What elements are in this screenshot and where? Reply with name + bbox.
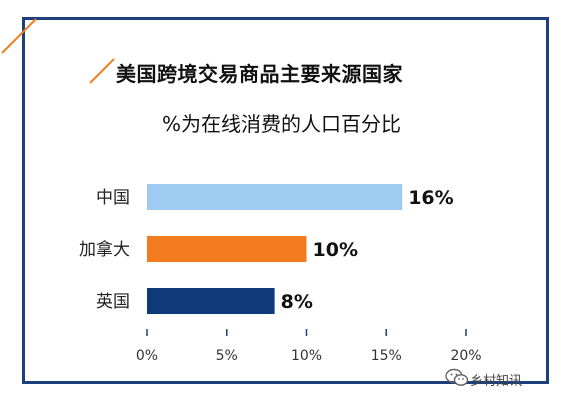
chart-subtitle: %为在线消费的人口百分比 [161,112,401,136]
value-label-2: 8% [281,291,313,313]
bar-1 [147,236,307,262]
bar-2 [147,288,275,314]
x-tick-label-2: 10% [291,348,322,364]
bar-0 [147,184,403,210]
wechat-icon [445,368,469,386]
x-tick-label-1: 5% [216,348,238,364]
x-tick-label-4: 20% [450,348,481,364]
value-label-1: 10% [313,239,358,261]
x-tick-label-3: 15% [371,348,402,364]
watermark-text: 乡村知讯 [470,374,523,389]
category-label-2: 英国 [96,292,130,312]
value-label-0: 16% [408,187,453,209]
category-label-1: 加拿大 [79,239,130,260]
x-tick-label-0: 0% [136,348,158,364]
chart-title: 美国跨境交易商品主要来源国家 [116,62,403,86]
category-label-0: 中国 [96,188,130,208]
